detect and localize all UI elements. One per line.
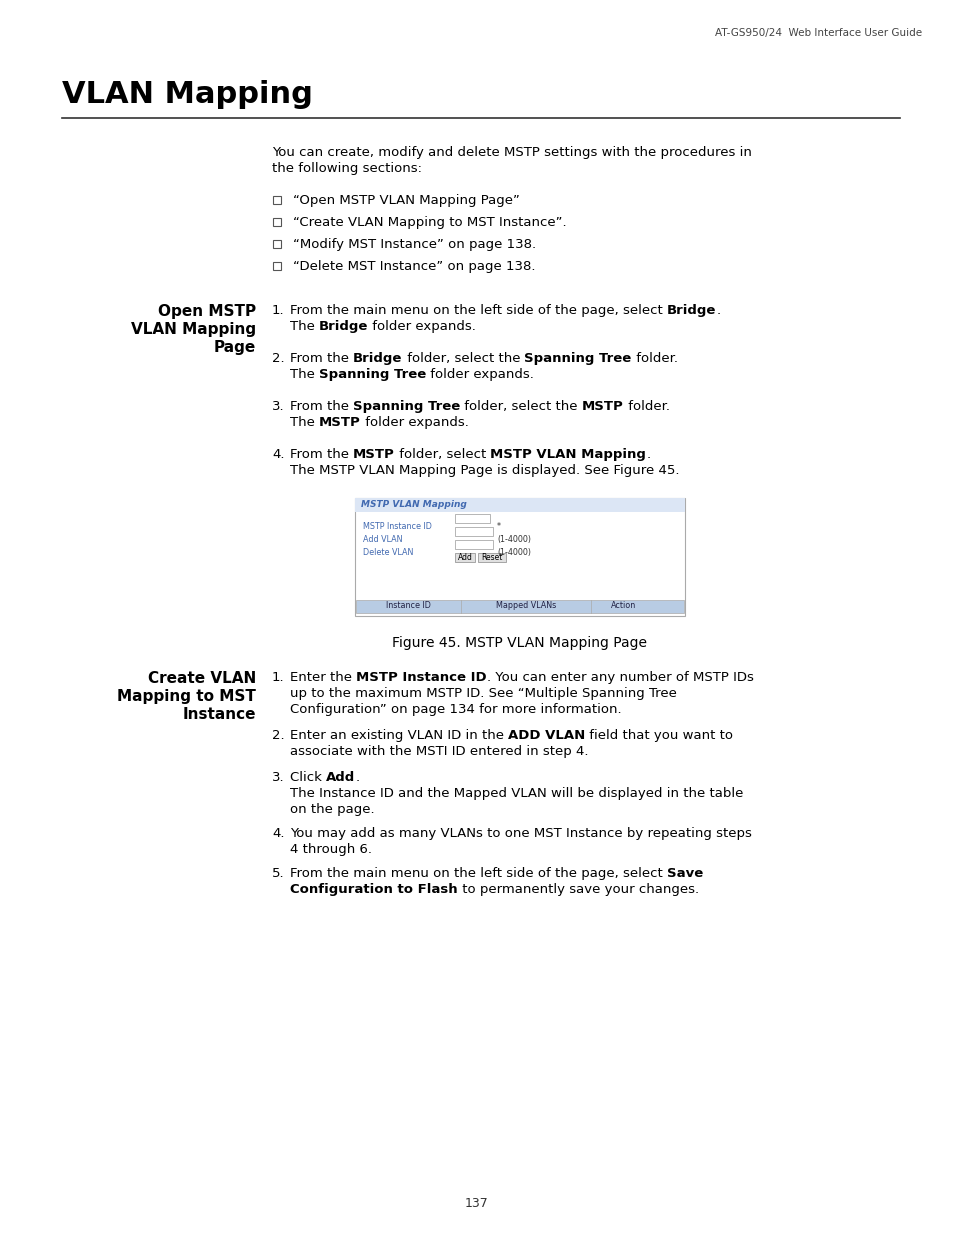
FancyBboxPatch shape [273, 196, 281, 204]
Text: 4.: 4. [272, 827, 284, 840]
Text: From the: From the [290, 448, 353, 461]
Text: Spanning Tree: Spanning Tree [353, 400, 460, 412]
Text: Click: Click [290, 771, 326, 784]
Text: 4.: 4. [272, 448, 284, 461]
Text: MSTP VLAN Mapping: MSTP VLAN Mapping [360, 500, 466, 509]
Text: Mapping to MST: Mapping to MST [117, 689, 255, 704]
Text: Save: Save [666, 867, 702, 881]
Text: Open MSTP: Open MSTP [157, 304, 255, 319]
Text: MSTP: MSTP [319, 416, 360, 429]
Text: Add: Add [326, 771, 355, 784]
Text: “Modify MST Instance” on page 138.: “Modify MST Instance” on page 138. [293, 238, 536, 251]
Text: From the: From the [290, 400, 353, 412]
Text: VLAN Mapping: VLAN Mapping [62, 80, 313, 109]
FancyBboxPatch shape [455, 553, 475, 562]
Text: Instance ID: Instance ID [386, 601, 431, 610]
FancyBboxPatch shape [355, 498, 684, 616]
Text: Enter the: Enter the [290, 671, 355, 684]
Text: Page: Page [213, 340, 255, 354]
FancyBboxPatch shape [355, 498, 684, 513]
Text: Figure 45. MSTP VLAN Mapping Page: Figure 45. MSTP VLAN Mapping Page [392, 636, 647, 650]
Text: the following sections:: the following sections: [272, 162, 421, 175]
Text: VLAN Mapping: VLAN Mapping [131, 322, 255, 337]
Text: MSTP Instance ID: MSTP Instance ID [363, 522, 432, 531]
Text: Enter an existing VLAN ID in the: Enter an existing VLAN ID in the [290, 729, 508, 742]
Text: ADD VLAN: ADD VLAN [508, 729, 585, 742]
Text: field that you want to: field that you want to [585, 729, 733, 742]
Text: 1.: 1. [272, 671, 284, 684]
Text: 4 through 6.: 4 through 6. [290, 844, 372, 856]
Text: From the main menu on the left side of the page, select: From the main menu on the left side of t… [290, 304, 666, 317]
Text: 2.: 2. [272, 352, 284, 366]
FancyBboxPatch shape [477, 553, 505, 562]
Text: folder expands.: folder expands. [360, 416, 468, 429]
Text: Bridge: Bridge [353, 352, 402, 366]
Text: Delete VLAN: Delete VLAN [363, 548, 413, 557]
FancyBboxPatch shape [273, 219, 281, 226]
Text: The MSTP VLAN Mapping Page is displayed. See Figure 45.: The MSTP VLAN Mapping Page is displayed.… [290, 464, 679, 477]
Text: 5.: 5. [272, 867, 284, 881]
Text: .: . [716, 304, 720, 317]
Text: AT-GS950/24  Web Interface User Guide: AT-GS950/24 Web Interface User Guide [714, 28, 921, 38]
Text: Create VLAN: Create VLAN [148, 671, 255, 685]
Text: .: . [355, 771, 359, 784]
FancyBboxPatch shape [455, 514, 490, 522]
Text: folder.: folder. [623, 400, 669, 412]
Text: 2.: 2. [272, 729, 284, 742]
Text: folder, select the: folder, select the [460, 400, 581, 412]
FancyBboxPatch shape [455, 540, 493, 550]
Text: on the page.: on the page. [290, 803, 375, 816]
Text: Configuration to Flash: Configuration to Flash [290, 883, 457, 897]
Text: (1-4000): (1-4000) [497, 535, 531, 543]
Text: . You can enter any number of MSTP IDs: . You can enter any number of MSTP IDs [486, 671, 753, 684]
Text: Spanning Tree: Spanning Tree [524, 352, 631, 366]
Text: 137: 137 [465, 1197, 488, 1210]
Text: .: . [646, 448, 650, 461]
Text: associate with the MSTI ID entered in step 4.: associate with the MSTI ID entered in st… [290, 745, 588, 758]
FancyBboxPatch shape [273, 262, 281, 270]
Text: Bridge: Bridge [666, 304, 716, 317]
Text: The: The [290, 416, 319, 429]
Text: MSTP: MSTP [353, 448, 395, 461]
Text: “Delete MST Instance” on page 138.: “Delete MST Instance” on page 138. [293, 261, 535, 273]
Text: 3.: 3. [272, 771, 284, 784]
Text: folder expands.: folder expands. [368, 320, 476, 333]
Text: folder.: folder. [631, 352, 677, 366]
Text: 3.: 3. [272, 400, 284, 412]
Text: MSTP VLAN Mapping: MSTP VLAN Mapping [490, 448, 646, 461]
FancyBboxPatch shape [355, 600, 683, 613]
Text: Configuration” on page 134 for more information.: Configuration” on page 134 for more info… [290, 703, 621, 716]
Text: Spanning Tree: Spanning Tree [319, 368, 426, 382]
Text: Action: Action [610, 601, 636, 610]
Text: up to the maximum MSTP ID. See “Multiple Spanning Tree: up to the maximum MSTP ID. See “Multiple… [290, 687, 677, 700]
Text: MSTP: MSTP [581, 400, 623, 412]
Text: From the: From the [290, 352, 353, 366]
FancyBboxPatch shape [273, 240, 281, 248]
Text: folder, select the: folder, select the [402, 352, 524, 366]
Text: folder, select: folder, select [395, 448, 490, 461]
Text: to permanently save your changes.: to permanently save your changes. [457, 883, 698, 897]
Text: 1.: 1. [272, 304, 284, 317]
Text: Bridge: Bridge [319, 320, 368, 333]
Text: folder expands.: folder expands. [426, 368, 534, 382]
Text: Add: Add [457, 553, 472, 562]
Text: Mapped VLANs: Mapped VLANs [496, 601, 556, 610]
Text: Instance: Instance [182, 706, 255, 722]
Text: The Instance ID and the Mapped VLAN will be displayed in the table: The Instance ID and the Mapped VLAN will… [290, 787, 742, 800]
FancyBboxPatch shape [455, 527, 493, 536]
Text: You can create, modify and delete MSTP settings with the procedures in: You can create, modify and delete MSTP s… [272, 146, 751, 159]
Text: *: * [497, 522, 500, 531]
Text: “Create VLAN Mapping to MST Instance”.: “Create VLAN Mapping to MST Instance”. [293, 216, 566, 228]
Text: “Open MSTP VLAN Mapping Page”: “Open MSTP VLAN Mapping Page” [293, 194, 519, 207]
Text: From the main menu on the left side of the page, select: From the main menu on the left side of t… [290, 867, 666, 881]
Text: Reset: Reset [481, 553, 502, 562]
Text: Add VLAN: Add VLAN [363, 535, 402, 543]
Text: The: The [290, 368, 319, 382]
Text: (1-4000): (1-4000) [497, 548, 531, 557]
Text: MSTP Instance ID: MSTP Instance ID [355, 671, 486, 684]
Text: You may add as many VLANs to one MST Instance by repeating steps: You may add as many VLANs to one MST Ins… [290, 827, 751, 840]
Text: The: The [290, 320, 319, 333]
